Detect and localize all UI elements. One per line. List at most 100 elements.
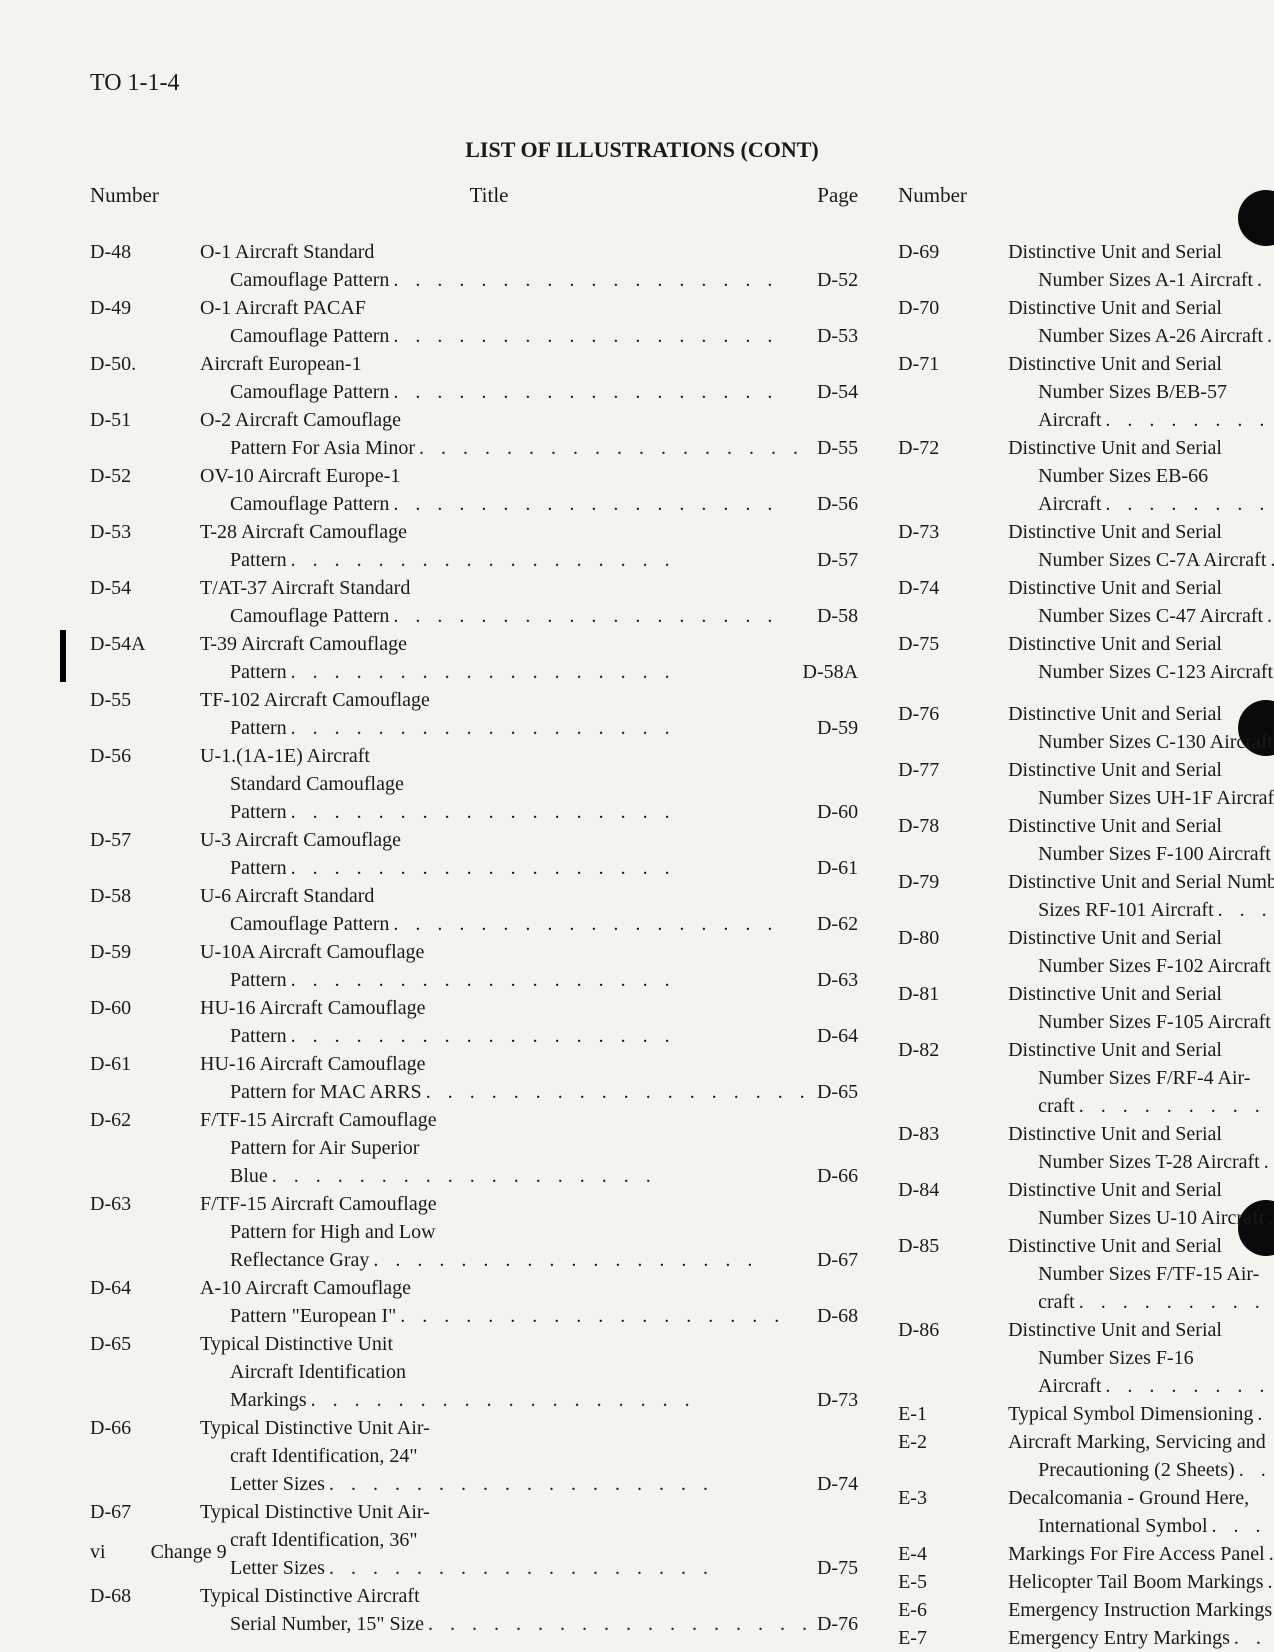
entry-title-line: Distinctive Unit and Serial [1008, 574, 1274, 602]
entry-last-line: Number Sizes C-130 Aircraft. . . . . . .… [1008, 728, 1274, 756]
entry-page: D-56 [817, 490, 858, 518]
entry-title-line: Aircraft European-1 [200, 350, 858, 378]
entry-page: D-53 [817, 322, 858, 350]
entry-body: OV-10 Aircraft Europe-1Camouflage Patter… [200, 462, 858, 518]
leader-dots: . . . . . . . . . . . . . . . . . . [268, 1162, 817, 1190]
entry-title-text: craft [1038, 1288, 1075, 1316]
entry-number: D-53 [90, 518, 200, 546]
entry-title-line: Distinctive Unit and Serial [1008, 980, 1274, 1008]
leader-dots: . . . . . . . . . . . . . . . . . . [424, 1610, 817, 1638]
entry-title-line: Pattern for Air Superior [200, 1134, 858, 1162]
entry-last-line: Pattern. . . . . . . . . . . . . . . . .… [200, 854, 858, 882]
illustration-entry: E-4Markings For Fire Access Panel. . . .… [898, 1540, 1274, 1568]
leader-dots: . . . . . . . . . . . . . . . . . . [389, 602, 817, 630]
entry-page: D-58 [817, 602, 858, 630]
leader-dots: . . . . . . . . . . . . . . . . . . [287, 1022, 817, 1050]
entry-body: Distinctive Unit and SerialNumber Sizes … [1008, 238, 1274, 294]
entry-number: D-76 [898, 700, 1008, 728]
entry-title-line: HU-16 Aircraft Camouflage [200, 994, 858, 1022]
list-title: LIST OF ILLUSTRATIONS (CONT) [90, 137, 1194, 163]
entry-title-text: Letter Sizes [230, 1554, 325, 1582]
entry-title-text: Emergency Instruction Markings [1008, 1596, 1272, 1624]
entry-title-line: Distinctive Unit and Serial [1008, 434, 1274, 462]
illustration-entry: E-3Decalcomania - Ground Here,Internatio… [898, 1484, 1274, 1540]
entry-number: E-2 [898, 1428, 1008, 1456]
entry-page: D-67 [817, 1246, 858, 1274]
entry-title-line: O-1 Aircraft PACAF [200, 294, 858, 322]
entry-title-text: International Symbol [1038, 1512, 1207, 1540]
entry-number: D-65 [90, 1330, 200, 1358]
illustration-entry: D-49O-1 Aircraft PACAFCamouflage Pattern… [90, 294, 858, 350]
entry-last-line: Pattern. . . . . . . . . . . . . . . . .… [200, 966, 858, 994]
entry-number: D-78 [898, 812, 1008, 840]
illustration-entry: D-84Distinctive Unit and SerialNumber Si… [898, 1176, 1274, 1232]
illustration-entry: D-51O-2 Aircraft CamouflagePattern For A… [90, 406, 858, 462]
entry-last-line: Number Sizes C-123 Aircraft. . . . . . .… [1008, 658, 1274, 686]
entry-title-line: Distinctive Unit and Serial [1008, 350, 1274, 378]
illustration-entry: D-86Distinctive Unit and SerialNumber Si… [898, 1316, 1274, 1400]
entry-body: O-2 Aircraft CamouflagePattern For Asia … [200, 406, 858, 462]
entry-title-line: F/TF-15 Aircraft Camouflage [200, 1190, 858, 1218]
leader-dots: . . . . . . . . . . . . . . . . . . [287, 714, 817, 742]
illustration-entry: D-57U-3 Aircraft CamouflagePattern. . . … [90, 826, 858, 882]
entry-body: Distinctive Unit and SerialNumber Sizes … [1008, 574, 1274, 630]
entry-body: Distinctive Unit and SerialNumber Sizes … [1008, 756, 1274, 812]
entry-body: F/TF-15 Aircraft CamouflagePattern for H… [200, 1190, 858, 1274]
entry-title-line: O-1 Aircraft Standard [200, 238, 858, 266]
entry-last-line: Camouflage Pattern. . . . . . . . . . . … [200, 490, 858, 518]
entry-title-line: Number Sizes F/TF-15 Air- [1008, 1260, 1274, 1288]
illustration-entry: D-62F/TF-15 Aircraft CamouflagePattern f… [90, 1106, 858, 1190]
entry-title-text: Number Sizes F-100 Aircraft [1038, 840, 1271, 868]
entry-body: Distinctive Unit and SerialNumber Sizes … [1008, 1036, 1274, 1120]
entry-title-text: Pattern For Asia Minor [230, 434, 415, 462]
entry-title-line: Typical Distinctive Unit [200, 1330, 858, 1358]
entry-number: D-48 [90, 238, 200, 266]
entry-title-line: U-10A Aircraft Camouflage [200, 938, 858, 966]
entry-last-line: Number Sizes T-28 Aircraft. . . . . . . … [1008, 1148, 1274, 1176]
entry-title-text: Sizes RF-101 Aircraft [1038, 896, 1214, 924]
entry-page: D-65 [817, 1078, 858, 1106]
entry-title-text: Serial Number, 15" Size [230, 1610, 424, 1638]
header-title: Title [1008, 183, 1274, 208]
leader-dots: . . . . . . . . . . . . . . . . . . [1263, 322, 1274, 350]
illustration-entry: E-2Aircraft Marking, Servicing andPrecau… [898, 1428, 1274, 1484]
entry-title-text: Number Sizes F-102 Aircraft [1038, 952, 1271, 980]
entry-title-line: A-10 Aircraft Camouflage [200, 1274, 858, 1302]
entry-number: D-54A [90, 630, 200, 658]
entry-title-line: craft Identification, 36" [200, 1526, 858, 1554]
entry-title-line: U-6 Aircraft Standard [200, 882, 858, 910]
entry-last-line: Emergency Entry Markings. . . . . . . . … [1008, 1624, 1274, 1652]
page-footer: vi Change 9 [90, 1541, 227, 1564]
leader-dots: . . . . . . . . . . . . . . . . . . [396, 1302, 817, 1330]
entry-title-line: Aircraft Identification [200, 1358, 858, 1386]
entry-title-line: Number Sizes F/RF-4 Air- [1008, 1064, 1274, 1092]
leader-dots: . . . . . . . . . . . . . . . . . . [287, 966, 817, 994]
illustration-entry: D-61HU-16 Aircraft CamouflagePattern for… [90, 1050, 858, 1106]
entry-last-line: Number Sizes F-105 Aircraft. . . . . . .… [1008, 1008, 1274, 1036]
entry-title-text: Camouflage Pattern [230, 490, 389, 518]
entry-body: Distinctive Unit and SerialNumber Sizes … [1008, 924, 1274, 980]
illustration-entry: D-58U-6 Aircraft StandardCamouflage Patt… [90, 882, 858, 938]
entry-title-line: Typical Distinctive Unit Air- [200, 1498, 858, 1526]
entry-last-line: Camouflage Pattern. . . . . . . . . . . … [200, 910, 858, 938]
entry-number: D-56 [90, 742, 200, 770]
entry-title-line: Typical Distinctive Aircraft [200, 1582, 858, 1610]
entry-last-line: Number Sizes UH-1F Aircraft. . . . . . .… [1008, 784, 1274, 812]
entry-title-line: Distinctive Unit and Serial [1008, 518, 1274, 546]
change-number: Change 9 [151, 1541, 227, 1563]
illustration-entry: D-65Typical Distinctive UnitAircraft Ide… [90, 1330, 858, 1414]
entry-title-text: Camouflage Pattern [230, 602, 389, 630]
header-number: Number [90, 183, 200, 208]
entry-page: D-68 [817, 1302, 858, 1330]
entry-title-text: Pattern [230, 1022, 287, 1050]
entry-title-line: Number Sizes F-16 [1008, 1344, 1274, 1372]
illustration-entry: D-67Typical Distinctive Unit Air-craft I… [90, 1498, 858, 1582]
leader-dots: . . . . . . . . . . . . . . . . . . [1264, 1568, 1274, 1596]
entry-title-line: T-39 Aircraft Camouflage [200, 630, 858, 658]
entry-body: Aircraft European-1Camouflage Pattern. .… [200, 350, 858, 406]
entry-body: T-28 Aircraft CamouflagePattern. . . . .… [200, 518, 858, 574]
leader-dots: . . . . . . . . . . . . . . . . . . [307, 1386, 817, 1414]
entry-last-line: Pattern "European I". . . . . . . . . . … [200, 1302, 858, 1330]
entry-title-text: Markings For Fire Access Panel [1008, 1540, 1265, 1568]
entry-body: Distinctive Unit and SerialNumber Sizes … [1008, 434, 1274, 518]
